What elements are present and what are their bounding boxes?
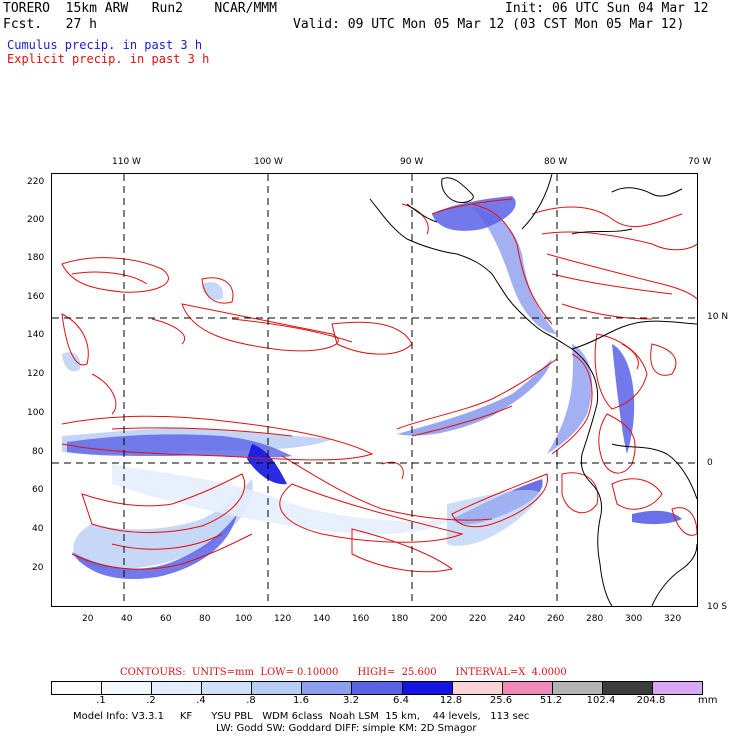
colorbar-label: 51.2: [539, 695, 563, 706]
y-tick: 200: [27, 215, 45, 225]
colorbar-label: .2: [146, 695, 156, 706]
lon-label: 80 W: [544, 157, 568, 167]
colorbar-label: 6.4: [393, 695, 409, 706]
y-tick: 100: [27, 408, 45, 418]
y-tick: 20: [32, 563, 44, 573]
x-tick: 300: [625, 614, 643, 624]
lon-label: 90 W: [400, 157, 424, 167]
x-tick: 140: [313, 614, 331, 624]
y-tick: 180: [27, 253, 45, 263]
colorbar-label: .8: [246, 695, 256, 706]
contour-info: CONTOURS: UNITS=mm LOW= 0.10000 HIGH= 25…: [120, 667, 567, 678]
x-tick: 320: [664, 614, 682, 624]
colorbar-swatch: [602, 682, 653, 694]
x-tick: 180: [391, 614, 409, 624]
colorbar-swatch: [152, 682, 203, 694]
x-tick: 20: [82, 614, 94, 624]
y-tick: 80: [32, 447, 44, 457]
colorbar-swatch: [252, 682, 303, 694]
x-tick: 220: [469, 614, 487, 624]
y-tick: 40: [32, 524, 44, 534]
precip-map-svg: [52, 174, 697, 606]
explicit-legend: Explicit precip. in past 3 h: [7, 52, 210, 66]
x-tick: 80: [199, 614, 211, 624]
y-tick: 60: [32, 485, 44, 495]
colorbar-swatch: [502, 682, 553, 694]
colorbar-label: 3.2: [343, 695, 359, 706]
y-tick: 220: [27, 177, 45, 187]
lat-label: 10 N: [707, 312, 729, 322]
coastlines: [369, 174, 697, 606]
colorbar-swatch: [52, 682, 103, 694]
x-tick: 40: [121, 614, 133, 624]
colorbar-swatch: [302, 682, 353, 694]
colorbar-label: 12.8: [439, 695, 463, 706]
colorbar-label: .4: [196, 695, 206, 706]
colorbar: [51, 681, 703, 695]
valid-time: Valid: 09 UTC Mon 05 Mar 12 (03 CST Mon …: [293, 17, 685, 32]
lon-label: 70 W: [688, 157, 712, 167]
latlon-grid: [52, 174, 697, 606]
colorbar-swatch: [352, 682, 403, 694]
x-tick: 260: [547, 614, 565, 624]
explicit-precip-contours: [61, 198, 697, 573]
cumulus-precip-shading: [62, 196, 682, 579]
y-tick: 160: [27, 292, 45, 302]
colorbar-label: .1: [96, 695, 106, 706]
colorbar-label: 1.6: [293, 695, 309, 706]
lon-label: 110 W: [112, 157, 141, 167]
colorbar-swatch: [402, 682, 453, 694]
colorbar-label: 102.4: [586, 695, 616, 706]
forecast-hour: Fcst. 27 h: [3, 17, 97, 32]
colorbar-swatch: [552, 682, 603, 694]
colorbar-label: 204.8: [636, 695, 666, 706]
x-tick: 240: [508, 614, 526, 624]
y-tick: 140: [27, 330, 45, 340]
colorbar-unit: mm: [698, 695, 718, 706]
lon-label: 100 W: [254, 157, 283, 167]
lat-label: 10 S: [707, 602, 728, 612]
x-tick: 280: [586, 614, 604, 624]
model-title: TORERO 15km ARW Run2 NCAR/MMM: [3, 1, 277, 16]
lat-label: 0: [707, 458, 713, 468]
x-tick: 100: [235, 614, 253, 624]
y-tick: 120: [27, 369, 45, 379]
x-tick: 160: [352, 614, 370, 624]
model-info: Model Info: V3.3.1 KF YSU PBL WDM 6class…: [73, 711, 530, 722]
x-tick: 60: [160, 614, 172, 624]
colorbar-swatch: [452, 682, 503, 694]
physics-info: LW: Godd SW: Goddard DIFF: simple KM: 2D…: [216, 723, 477, 734]
colorbar-swatch: [102, 682, 153, 694]
x-tick: 200: [430, 614, 448, 624]
cumulus-legend: Cumulus precip. in past 3 h: [7, 38, 203, 52]
colorbar-label: 25.6: [489, 695, 513, 706]
init-time: Init: 06 UTC Sun 04 Mar 12: [505, 1, 709, 16]
x-tick: 120: [274, 614, 292, 624]
precip-map: [51, 173, 698, 607]
colorbar-swatch: [202, 682, 253, 694]
colorbar-swatch: [652, 682, 703, 694]
